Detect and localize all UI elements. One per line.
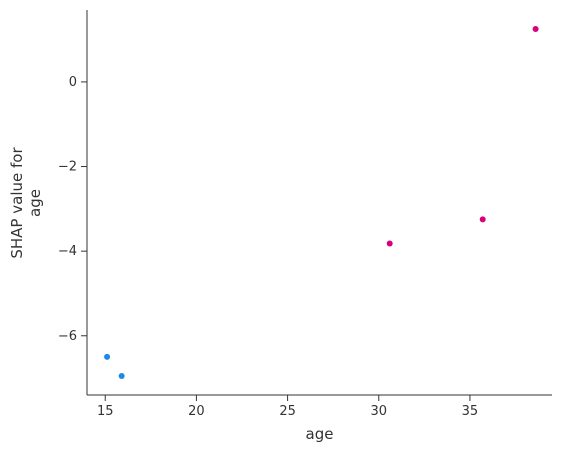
x-tick-label: 15 [97, 404, 114, 419]
scatter-point-4 [479, 216, 486, 223]
x-tick-label: 25 [279, 404, 296, 419]
scatter-point-1 [104, 353, 111, 360]
y-axis-title-line-1: SHAP value for [8, 147, 26, 259]
x-axis-title: age [306, 425, 334, 443]
labels-layer: age SHAP value for age [8, 147, 333, 443]
scatter-point-5 [532, 26, 539, 33]
y-tick-label: −2 [58, 160, 77, 175]
y-axis-title-line-2: age [26, 189, 44, 217]
scatter-point-2 [118, 372, 125, 379]
x-tick-label: 20 [188, 404, 205, 419]
y-tick-label: −6 [58, 329, 77, 344]
scatter-point-3 [386, 240, 393, 247]
axes-layer: 15 20 25 30 35 0 −2 −4 −6 [58, 10, 552, 419]
y-tick-label: 0 [69, 75, 77, 90]
y-tick-label: −4 [58, 244, 77, 259]
points-layer [104, 26, 539, 379]
x-tick-label: 30 [370, 404, 387, 419]
x-tick-label: 35 [462, 404, 479, 419]
